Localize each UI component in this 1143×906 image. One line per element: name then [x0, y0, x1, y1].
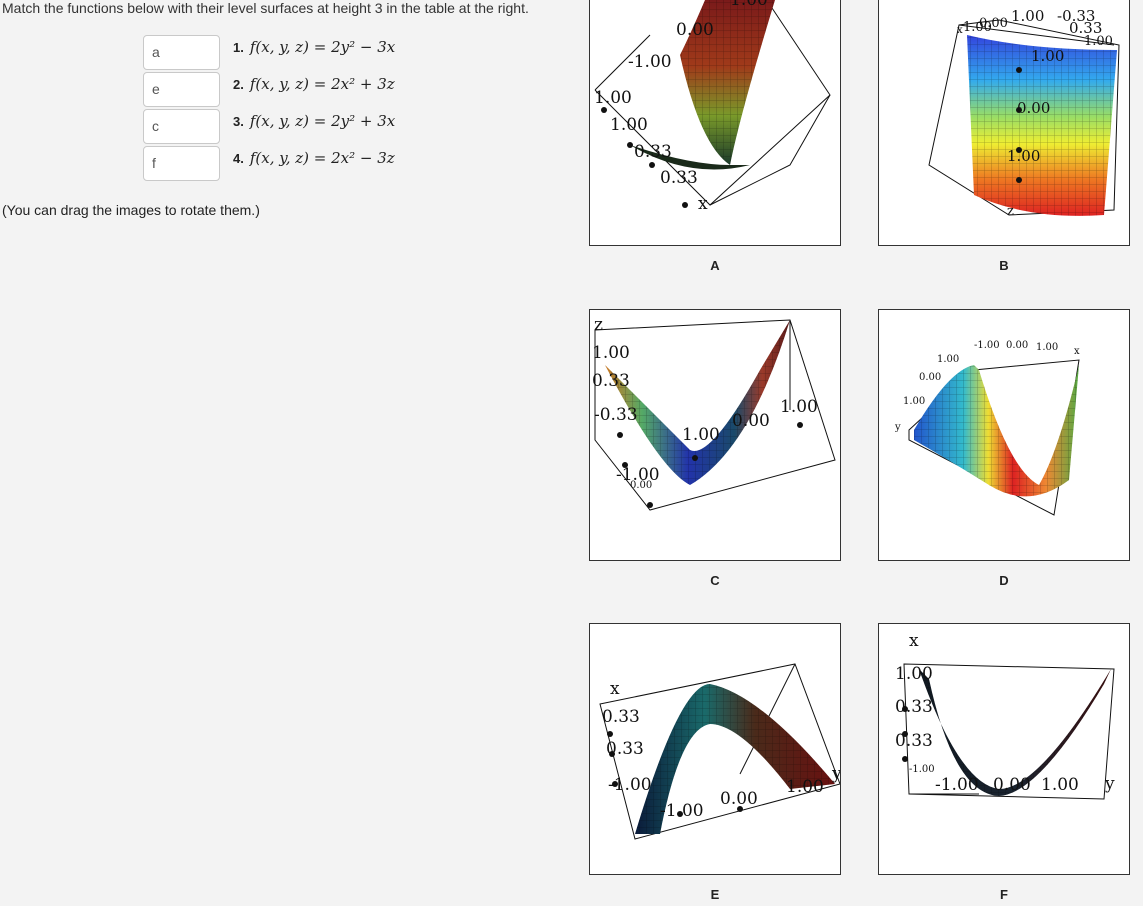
- axis-label-x: x: [957, 25, 963, 36]
- tick-label: 0.33: [1069, 19, 1102, 37]
- function-1: 1. f(x, y, z) = 2y² − 3x: [233, 38, 395, 56]
- tick-label: 0.33: [602, 707, 640, 727]
- tick-label: 1.00: [610, 115, 648, 135]
- tick-label: 1.00: [1084, 34, 1113, 49]
- tick-label: 1.00: [963, 20, 992, 35]
- tick-label: -1.00: [608, 775, 652, 795]
- surface-plot-e[interactable]: x 0.33 0.33 -1.00 -1.00 0.00 1.00 y: [589, 623, 841, 875]
- panel-label-d: D: [999, 573, 1009, 588]
- panel-label-b: B: [999, 258, 1009, 273]
- function-number: 3.: [233, 114, 244, 129]
- tick-label: 0.33: [634, 142, 672, 162]
- tick-label: 1.00: [937, 354, 959, 365]
- axis-label-y: y: [894, 422, 901, 433]
- function-4: 4. f(x, y, z) = 2x² − 3z: [233, 149, 395, 167]
- tick-label: 0.00: [630, 480, 652, 491]
- tick-label: -1.00: [909, 764, 935, 775]
- tick-label: 1.00: [730, 0, 768, 10]
- tick-label: 1.00: [1007, 147, 1040, 165]
- function-expression: f(x, y, z) = 2y² + 3x: [249, 112, 396, 130]
- tick-label: 1.00: [1011, 7, 1044, 25]
- tick-label: 0.00: [919, 372, 941, 383]
- axis-label-x: x: [698, 194, 708, 214]
- tick-label: -1.00: [616, 465, 660, 485]
- surface-plot-f[interactable]: x 1.00 0.33 0.33 -1.00 -1.00 0.00 1.00 y: [878, 623, 1130, 875]
- axis-label-z: z: [1007, 204, 1014, 219]
- tick-label: 0.00: [732, 411, 770, 431]
- answer-input-3[interactable]: c: [143, 109, 220, 144]
- answer-input-2[interactable]: e: [143, 72, 220, 107]
- tick-label: 1.00: [1031, 47, 1064, 65]
- tick-label: -1.00: [628, 52, 672, 72]
- function-expression: f(x, y, z) = 2y² − 3x: [249, 38, 396, 56]
- panel-label-a: A: [710, 258, 720, 273]
- tick-label: -0.33: [594, 405, 638, 425]
- tick-label: 1.00: [780, 397, 818, 417]
- panel-label-c: C: [710, 573, 720, 588]
- tick-label: 1.00: [903, 396, 925, 407]
- function-2: 2. f(x, y, z) = 2x² + 3z: [233, 75, 395, 93]
- tick-label: 0.00: [979, 16, 1008, 31]
- tick-label: 0.33: [660, 168, 698, 188]
- function-number: 1.: [233, 40, 244, 55]
- axis-label-z: z: [594, 315, 603, 335]
- tick-label: 0.00: [1006, 340, 1028, 351]
- tick-label: 0.00: [676, 20, 714, 40]
- tick-label: 0.33: [895, 697, 933, 717]
- tick-label: -1.00: [660, 801, 704, 821]
- answer-input-1[interactable]: a: [143, 35, 220, 70]
- surface-plot-c[interactable]: z 1.00 0.33 -0.33 -1.00 1.00 0.00 1.00 0…: [589, 309, 841, 561]
- tick-label: 1.00: [1041, 775, 1079, 795]
- tick-label: 1.00: [786, 777, 824, 797]
- function-expression: f(x, y, z) = 2x² + 3z: [249, 75, 395, 93]
- tick-label: 0.33: [895, 731, 933, 751]
- tick-label: -0.33: [1057, 7, 1095, 25]
- surface-plot-d[interactable]: -1.00 0.00 1.00 x 1.00 0.00 1.00 y: [878, 309, 1130, 561]
- axis-label-x: x: [610, 679, 620, 699]
- tick-label: 1.00: [592, 343, 630, 363]
- tick-label: 0.00: [1017, 99, 1050, 117]
- panel-label-f: F: [1000, 887, 1008, 902]
- answer-input-4[interactable]: f: [143, 146, 220, 181]
- tick-label: 0.00: [993, 775, 1031, 795]
- function-number: 4.: [233, 151, 244, 166]
- tick-label: 0.33: [606, 739, 644, 759]
- instructions-text: Match the functions below with their lev…: [2, 0, 529, 16]
- tick-label: 1.00: [594, 88, 632, 108]
- function-expression: f(x, y, z) = 2x² − 3z: [249, 149, 395, 167]
- axis-label-x: x: [909, 631, 919, 651]
- drag-note: (You can drag the images to rotate them.…: [2, 202, 260, 218]
- axis-label-x: x: [1074, 346, 1080, 357]
- tick-label: 0.00: [720, 789, 758, 809]
- function-number: 2.: [233, 77, 244, 92]
- surface-plot-a[interactable]: 1.00 0.00 -1.00 1.00 1.00 0.33 0.33 x: [589, 0, 841, 246]
- axis-label-y: y: [1104, 774, 1115, 794]
- panel-label-e: E: [710, 887, 720, 902]
- tick-label: 1.00: [895, 664, 933, 684]
- axis-label-y: y: [831, 764, 840, 784]
- tick-label: 1.00: [682, 425, 720, 445]
- tick-label: -1.00: [935, 775, 979, 795]
- tick-label: 0.33: [592, 371, 630, 391]
- function-3: 3. f(x, y, z) = 2y² + 3x: [233, 112, 395, 130]
- surface-plot-b[interactable]: x 1.00 0.00 1.00 -0.33 0.33 1.00 1.00 0.…: [878, 0, 1130, 246]
- tick-label: 1.00: [1036, 342, 1058, 353]
- tick-label: -1.00: [974, 340, 1000, 351]
